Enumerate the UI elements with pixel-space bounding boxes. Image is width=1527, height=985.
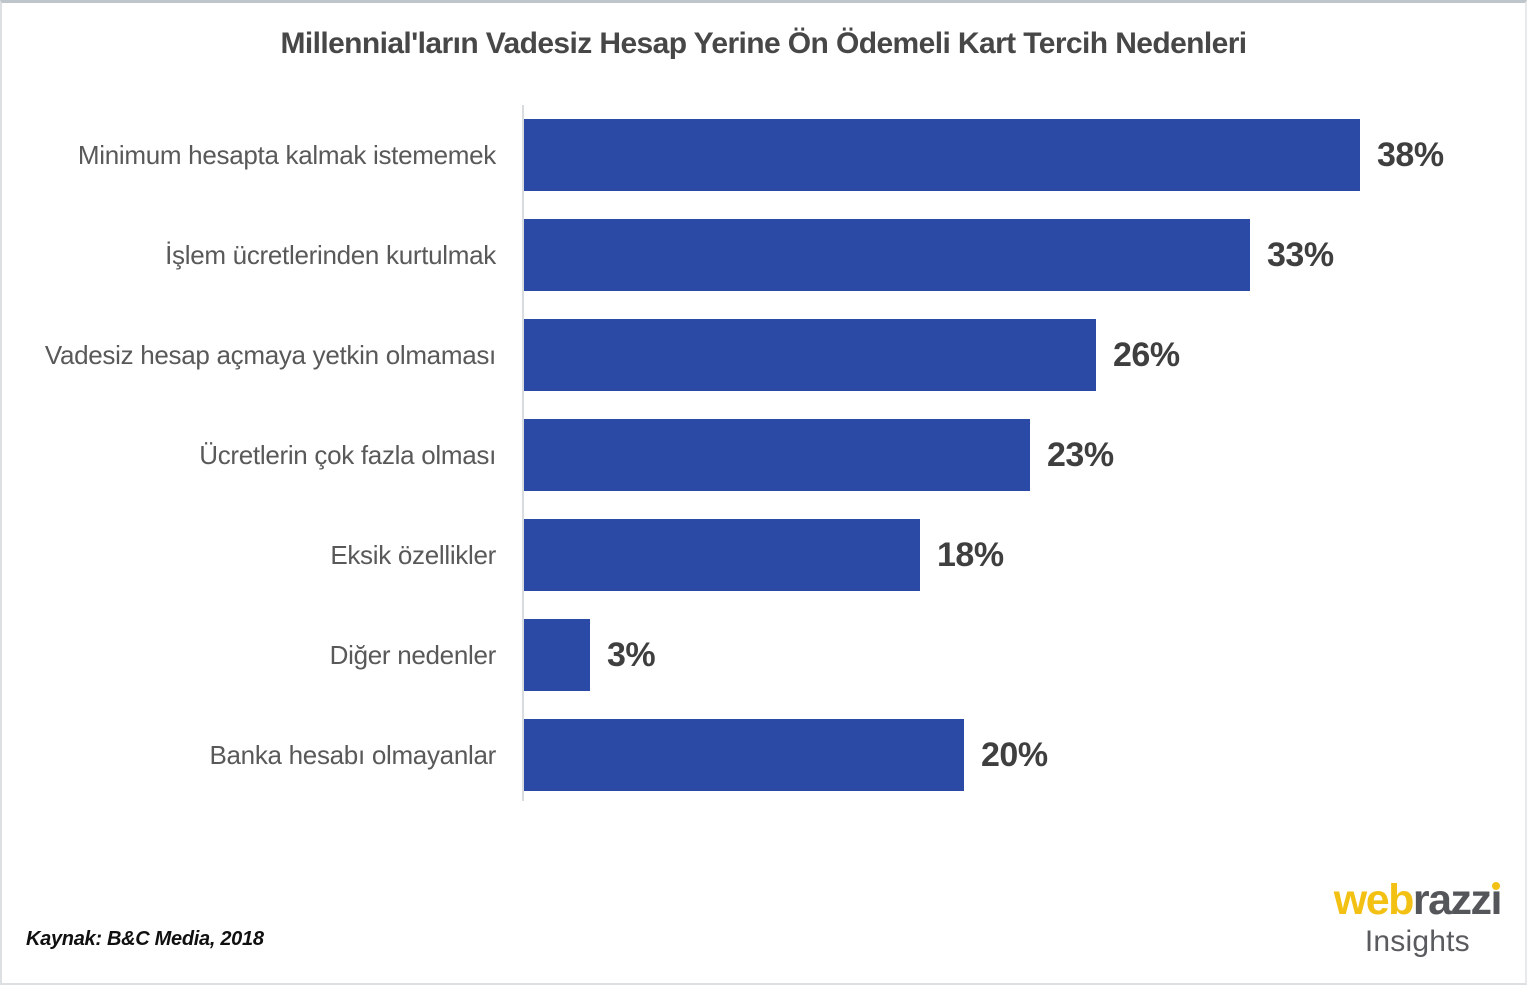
logo-text-razzi: razzı [1412, 876, 1503, 925]
bar [524, 619, 590, 691]
plot-rows: Minimum hesapta kalmak istememek 38% İşlem… [2, 105, 1525, 805]
logo-text-web: web [1333, 876, 1415, 925]
webrazzi-wordmark: webrazzı [1333, 876, 1503, 925]
logo-subtitle: Insights [1364, 924, 1470, 958]
value-label: 20% [981, 735, 1048, 774]
bar-track: 18% [522, 505, 1525, 605]
bar-track: 38% [522, 105, 1525, 205]
chart-title: Millennial'ların Vadesiz Hesap Yerine Ön… [280, 27, 1247, 60]
bar-row: Ücretlerin çok fazla olması 23% [2, 405, 1525, 505]
bar-row: İşlem ücretlerinden kurtulmak 33% [2, 205, 1525, 305]
bar-track: 33% [522, 205, 1525, 305]
bar [524, 419, 1030, 491]
bar-track: 3% [522, 605, 1525, 705]
bar-row: Diğer nedenler 3% [2, 605, 1525, 705]
category-label: Minimum hesapta kalmak istememek [77, 139, 496, 170]
value-label: 3% [607, 635, 656, 674]
value-label: 33% [1267, 235, 1334, 274]
bar-row: Minimum hesapta kalmak istememek 38% [2, 105, 1525, 205]
bar-track: 23% [522, 405, 1525, 505]
category-label: Eksik özellikler [330, 539, 496, 570]
bar-row: Banka hesabı olmayanlar 20% [2, 705, 1525, 805]
bar [524, 319, 1096, 391]
y-axis-line [522, 105, 524, 801]
category-label: Vadesiz hesap açmaya yetkin olmaması [44, 339, 496, 370]
bar [524, 719, 964, 791]
bar-track: 26% [522, 305, 1525, 405]
category-label: Diğer nedenler [329, 639, 497, 670]
bar-track: 20% [522, 705, 1525, 805]
webrazzi-logo: webrazzı Insights [1333, 876, 1503, 958]
bar-row: Eksik özellikler 18% [2, 505, 1525, 605]
bar-row: Vadesiz hesap açmaya yetkin olmaması 26% [2, 305, 1525, 405]
bar [524, 519, 920, 591]
category-label: İşlem ücretlerinden kurtulmak [165, 239, 496, 270]
bar [524, 219, 1250, 291]
value-label: 23% [1047, 435, 1114, 474]
value-label: 38% [1377, 135, 1444, 174]
category-label: Banka hesabı olmayanlar [209, 739, 496, 770]
source-note: Kaynak: B&C Media, 2018 [26, 928, 264, 950]
logo-yellow-dot-icon [1491, 882, 1500, 891]
category-label: Ücretlerin çok fazla olması [199, 439, 496, 470]
plot-area: Minimum hesapta kalmak istememek 38% İşlem… [2, 105, 1525, 809]
value-label: 26% [1113, 335, 1180, 374]
value-label: 18% [937, 535, 1004, 574]
bar [524, 119, 1360, 191]
